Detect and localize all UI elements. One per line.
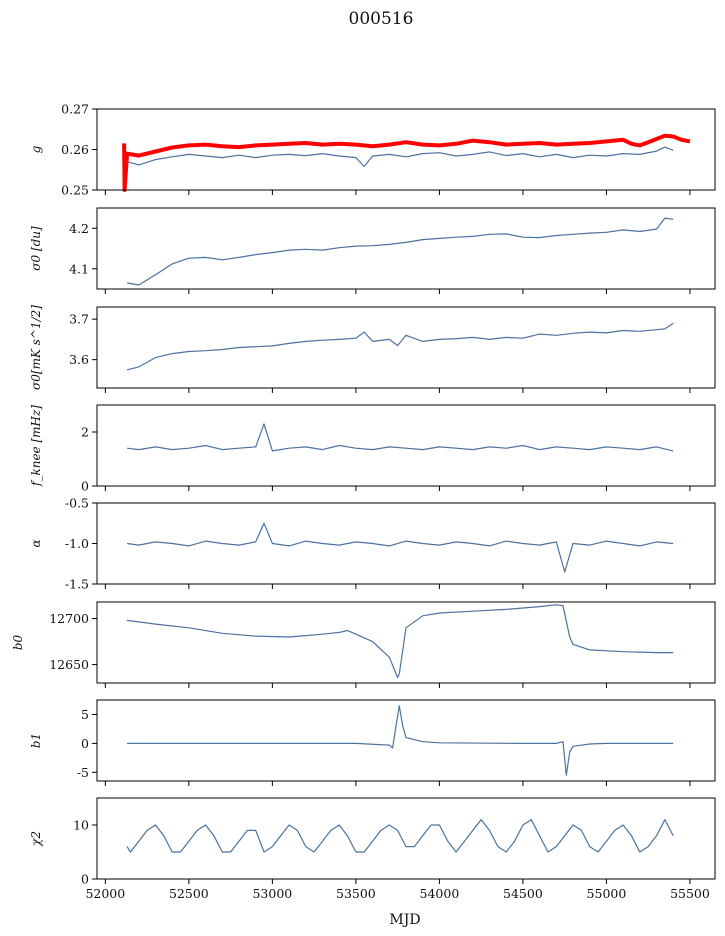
- y-tick-label: 3.6: [69, 352, 89, 367]
- y-tick-label: 12700: [49, 611, 89, 626]
- series-blue-line: [126, 146, 674, 168]
- series-blue-line: [126, 217, 674, 286]
- x-tick-label: 55000: [587, 886, 627, 901]
- y-tick-label: 4.2: [69, 221, 89, 236]
- x-tick-label: 53000: [252, 886, 292, 901]
- panel-2: 4.2 4.1 σ0 [du]: [29, 207, 716, 294]
- y-axis-label: f_knee [mHz]: [29, 405, 43, 487]
- y-tick-label: 0: [81, 736, 89, 751]
- y-axis-label: b1: [29, 733, 43, 748]
- y-tick-label: -1.0: [65, 536, 89, 551]
- y-tick-label: 10: [73, 818, 89, 833]
- series-blue-line: [127, 423, 674, 452]
- y-tick-label: 0.25: [61, 183, 89, 198]
- y-axis-label: σ0[mK s^1/2]: [29, 305, 43, 390]
- panel-6: 12700 12650 b0: [11, 601, 716, 688]
- panel-7: 5 0 -5 b1: [29, 699, 716, 786]
- series-blue-line: [127, 604, 674, 679]
- y-axis-label: b0: [11, 634, 25, 650]
- x-tick-label: 55500: [670, 886, 710, 901]
- panel-frame: [96, 797, 716, 880]
- panel-frame: [96, 207, 716, 290]
- x-tick-label: 52000: [85, 886, 125, 901]
- series-red-line: [122, 133, 691, 192]
- y-tick-label: -5: [77, 765, 89, 780]
- panel-3: 3.7 3.6 σ0[mK s^1/2]: [29, 305, 716, 393]
- y-tick-label: 3.7: [69, 312, 89, 327]
- series-blue-line: [126, 819, 674, 853]
- x-tick-label: 52500: [169, 886, 209, 901]
- x-tick-label: 54000: [420, 886, 460, 901]
- figure-title: 000516: [349, 9, 414, 29]
- y-tick-label: 2: [81, 425, 89, 440]
- series-blue-line: [127, 522, 674, 573]
- y-tick-label: 12650: [49, 657, 89, 672]
- y-tick-label: 4.1: [69, 261, 89, 276]
- x-axis-label: MJD: [389, 912, 420, 928]
- panel-frame: [96, 108, 716, 191]
- series-blue-line: [126, 322, 674, 371]
- panel-frame: [96, 601, 716, 684]
- y-tick-label: -1.5: [65, 577, 89, 592]
- y-tick-label: 0.26: [61, 142, 89, 157]
- y-axis-label: χ2: [29, 831, 43, 847]
- panel-4: 2 0 f_knee [mHz]: [29, 404, 716, 494]
- y-tick-label: 5: [81, 707, 89, 722]
- y-tick-label: -0.5: [65, 496, 89, 511]
- panel-1: 0.27 0.26 0.25 g: [29, 102, 716, 198]
- panel-5: -0.5 -1.0 -1.5 α: [29, 496, 716, 592]
- panel-frame: [96, 404, 716, 487]
- y-axis-label: g: [29, 145, 43, 153]
- panel-frame: [96, 306, 716, 389]
- panels: 0.27 0.26 0.25 g 4.2 4.1 σ0 [du] 3.7 3.6 σ0[mK s^…: [11, 102, 716, 901]
- y-tick-label: 0: [81, 872, 89, 887]
- series-blue-line: [127, 705, 674, 776]
- y-tick-label: 0.27: [61, 102, 89, 117]
- panel-frame: [96, 699, 716, 782]
- y-tick-label: 0: [81, 479, 89, 494]
- x-tick-label: 54500: [503, 886, 543, 901]
- y-axis-label: σ0 [du]: [29, 226, 43, 271]
- y-axis-label: α: [29, 539, 43, 547]
- x-tick-label: 53500: [336, 886, 376, 901]
